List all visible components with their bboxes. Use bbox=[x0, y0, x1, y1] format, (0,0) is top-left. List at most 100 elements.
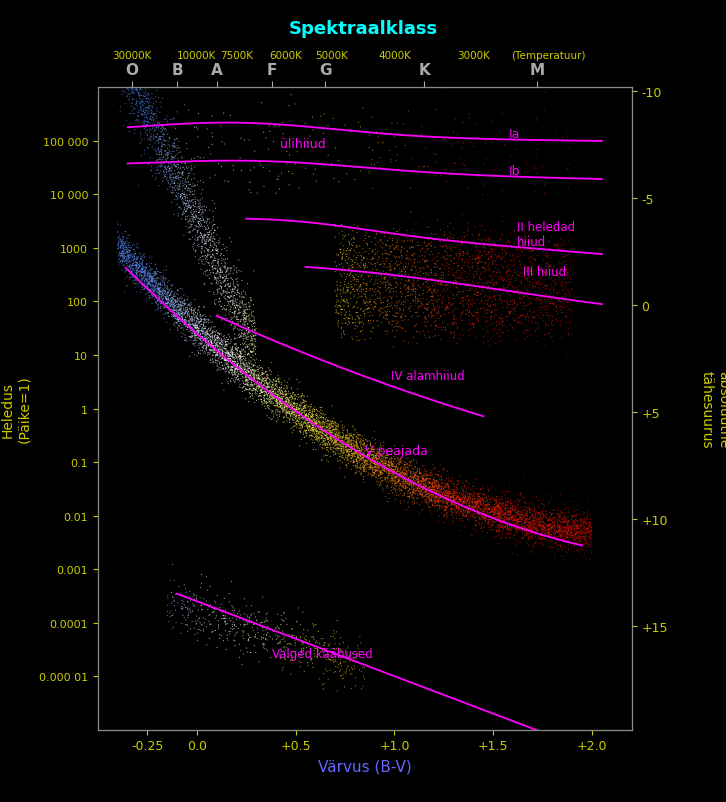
Point bbox=[221, 331, 232, 344]
Point bbox=[431, 250, 443, 263]
Point bbox=[461, 483, 473, 496]
Point bbox=[232, 371, 244, 383]
Point bbox=[552, 239, 563, 252]
Point bbox=[203, 314, 215, 326]
Point bbox=[150, 132, 161, 144]
Point bbox=[306, 429, 317, 442]
Point bbox=[400, 461, 412, 474]
Point bbox=[364, 435, 375, 448]
Point bbox=[481, 491, 492, 504]
Point bbox=[205, 354, 216, 367]
Point bbox=[119, 260, 131, 273]
Point bbox=[147, 114, 159, 127]
Point bbox=[412, 326, 424, 338]
Point bbox=[492, 537, 504, 550]
Point bbox=[347, 302, 359, 315]
Point bbox=[391, 471, 402, 484]
Point bbox=[348, 448, 359, 460]
Point bbox=[317, 415, 329, 428]
Point bbox=[388, 244, 400, 257]
Point bbox=[398, 264, 409, 277]
Point bbox=[227, 273, 238, 286]
Point bbox=[247, 379, 258, 391]
Point bbox=[227, 315, 238, 328]
Point bbox=[523, 507, 535, 520]
Point bbox=[425, 306, 437, 319]
Point bbox=[441, 502, 453, 515]
Point bbox=[513, 315, 524, 328]
Point bbox=[294, 403, 306, 415]
Point bbox=[370, 466, 381, 479]
Point bbox=[390, 477, 401, 490]
Point bbox=[195, 581, 206, 594]
Point bbox=[474, 220, 486, 233]
Point bbox=[356, 453, 367, 466]
Point bbox=[505, 511, 517, 524]
Point bbox=[417, 268, 429, 281]
Point bbox=[506, 518, 518, 531]
Point bbox=[359, 456, 371, 469]
Point bbox=[311, 417, 322, 430]
Point bbox=[219, 293, 231, 306]
Point bbox=[451, 487, 462, 500]
Point bbox=[365, 460, 377, 472]
Point bbox=[363, 447, 375, 460]
Point bbox=[378, 297, 389, 310]
Point bbox=[189, 600, 200, 613]
Point bbox=[486, 310, 497, 323]
Point bbox=[234, 367, 246, 379]
Point bbox=[216, 350, 228, 363]
Point bbox=[420, 488, 432, 501]
Point bbox=[234, 323, 246, 336]
Point bbox=[256, 633, 267, 646]
Point bbox=[369, 456, 380, 468]
Point bbox=[480, 512, 492, 525]
Point bbox=[169, 300, 181, 313]
Point bbox=[400, 482, 412, 495]
Point bbox=[328, 423, 340, 436]
Point bbox=[327, 449, 339, 462]
Point bbox=[338, 294, 350, 306]
Point bbox=[123, 253, 134, 266]
Point bbox=[191, 235, 203, 248]
Point bbox=[306, 652, 317, 665]
Point bbox=[158, 169, 170, 182]
Point bbox=[537, 525, 548, 537]
Point bbox=[222, 336, 234, 349]
Point bbox=[342, 449, 354, 462]
Point bbox=[470, 499, 482, 512]
Point bbox=[323, 425, 335, 438]
Point bbox=[515, 317, 526, 330]
Point bbox=[489, 324, 500, 337]
Point bbox=[530, 530, 542, 543]
Point bbox=[180, 302, 192, 315]
Point bbox=[155, 278, 166, 291]
Point bbox=[367, 467, 379, 480]
Point bbox=[231, 297, 242, 310]
Point bbox=[431, 484, 443, 497]
Point bbox=[276, 377, 287, 390]
Point bbox=[160, 298, 171, 310]
Point bbox=[177, 306, 189, 319]
Point bbox=[171, 180, 183, 192]
Point bbox=[330, 433, 341, 446]
Point bbox=[418, 306, 430, 319]
Point bbox=[154, 107, 166, 119]
Point bbox=[265, 404, 277, 417]
Point bbox=[248, 342, 259, 355]
Point bbox=[155, 278, 166, 291]
Point bbox=[278, 396, 290, 409]
Point bbox=[351, 449, 363, 462]
Point bbox=[372, 246, 383, 259]
Point bbox=[538, 249, 550, 262]
Point bbox=[418, 480, 430, 493]
Point bbox=[243, 322, 255, 334]
Point bbox=[459, 160, 470, 172]
Point bbox=[213, 362, 224, 375]
Point bbox=[166, 160, 177, 172]
Point bbox=[223, 350, 234, 363]
Point bbox=[468, 504, 480, 516]
Point bbox=[464, 499, 476, 512]
Point bbox=[423, 496, 434, 509]
Point bbox=[580, 528, 592, 541]
